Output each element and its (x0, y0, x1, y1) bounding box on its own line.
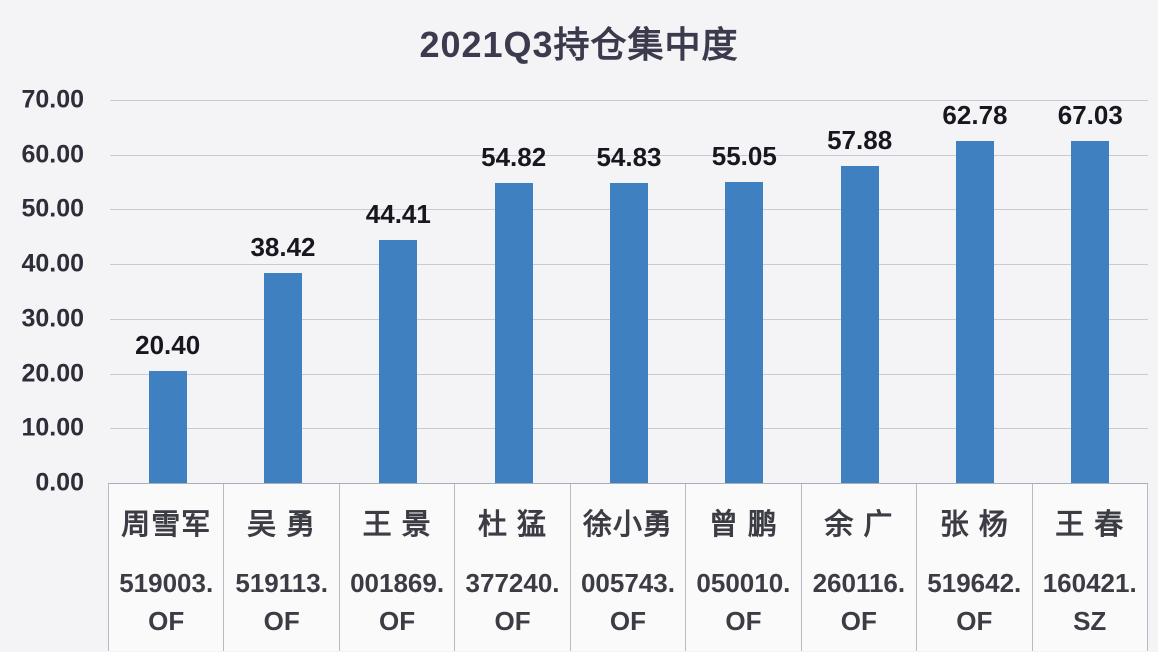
category-cell: 王 春 160421. SZ (1033, 484, 1148, 651)
bar-value-label: 54.83 (596, 142, 662, 172)
fund-code-suffix: OF (494, 606, 531, 636)
fund-code: 001869. (350, 567, 445, 598)
fund-code: 160421. (1042, 567, 1137, 598)
bar-value-label: 44.41 (365, 199, 431, 229)
fund-code-suffix: OF (379, 606, 416, 636)
category-cell: 张 杨 519642. OF (917, 484, 1033, 651)
category-name: 张 杨 (939, 509, 1009, 541)
fund-code: 519113. (235, 567, 328, 598)
fund-code-suffix: OF (263, 606, 300, 636)
bar (840, 166, 879, 483)
bar-column: 54.82 (456, 100, 571, 483)
bar (609, 183, 648, 483)
bar-value-label: 54.82 (481, 142, 547, 172)
bar-value-label: 55.05 (711, 141, 777, 171)
fund-code-suffix: SZ (1073, 606, 1107, 636)
category-cell: 王 景 001869. OF (340, 484, 456, 651)
y-axis-tick-label: 40.00 (21, 249, 84, 278)
gridline (110, 155, 1148, 156)
category-cell: 周雪军 519003. OF (109, 484, 225, 651)
category-name: 曾 鹏 (708, 509, 778, 541)
y-axis: 0.00 10.00 20.00 30.00 40.00 50.00 60.00 70.00 (0, 86, 84, 497)
y-axis-tick-label: 30.00 (21, 304, 84, 333)
fund-code: 519642. (927, 567, 1022, 598)
category-name: 吴 勇 (247, 509, 317, 541)
category-name: 余 广 (824, 509, 894, 541)
category-name: 徐小勇 (582, 509, 673, 541)
bar-column: 44.41 (341, 100, 456, 483)
y-axis-tick-label: 0.00 (35, 468, 84, 497)
gridline (110, 100, 1148, 101)
fund-code-suffix: OF (840, 606, 877, 636)
category-cell: 吴 勇 519113. OF (224, 484, 340, 651)
bar-column: 57.88 (802, 100, 917, 483)
bar-value-label: 62.78 (942, 100, 1008, 130)
bar (725, 182, 764, 483)
fund-code-suffix: OF (956, 606, 993, 636)
category-cell: 徐小勇 005743. OF (571, 484, 687, 651)
bar-series: 20.40 38.42 44.41 54.82 54.83 55.05 57.88 62.78… (110, 100, 1148, 483)
category-name: 周雪军 (121, 509, 212, 541)
bar-value-label: 38.42 (250, 232, 316, 262)
bar-value-label: 57.88 (827, 125, 893, 155)
y-axis-tick-label: 60.00 (21, 140, 84, 169)
bar-column: 67.03 (1033, 100, 1148, 483)
category-name: 王 春 (1055, 509, 1125, 541)
bar-column: 20.40 (110, 100, 225, 483)
fund-code: 005743. (580, 567, 675, 598)
fund-code-suffix: OF (725, 606, 762, 636)
fund-code-suffix: OF (148, 606, 185, 636)
bar (148, 371, 187, 483)
bar (955, 141, 994, 483)
y-axis-tick-label: 50.00 (21, 194, 84, 223)
category-name: 杜 猛 (478, 509, 548, 541)
bar-value-label: 67.03 (1057, 100, 1123, 130)
chart-title: 2021Q3持仓集中度 (419, 24, 739, 65)
category-cell: 余 广 260116. OF (802, 484, 918, 651)
bar-value-label: 20.40 (135, 330, 201, 360)
category-name: 王 景 (362, 509, 432, 541)
fund-code: 260116. (812, 567, 906, 598)
bar-column: 62.78 (917, 100, 1032, 483)
bar-column: 55.05 (687, 100, 802, 483)
y-axis-tick-label: 20.00 (21, 359, 84, 388)
fund-code-suffix: OF (609, 606, 647, 636)
fund-code: 377240. (465, 567, 560, 598)
fund-code: 519003. (119, 567, 214, 598)
bar (494, 183, 533, 483)
plot-area: 20.40 38.42 44.41 54.82 54.83 55.05 57.88 62.78… (110, 100, 1148, 484)
bar-column: 54.83 (571, 100, 686, 483)
bar-column: 38.42 (225, 100, 340, 483)
y-axis-tick-label: 70.00 (21, 85, 84, 114)
y-axis-tick-label: 10.00 (21, 413, 84, 442)
bar (379, 240, 418, 483)
bar (1071, 141, 1110, 483)
bar (263, 273, 302, 483)
fund-code: 050010. (696, 567, 791, 598)
category-cell: 杜 猛 377240. OF (455, 484, 571, 651)
x-axis-category-table: 周雪军 519003. OF 吴 勇 519113. OF 王 景 001869. OF 杜 猛 3… (108, 483, 1148, 651)
category-cell: 曾 鹏 050010. OF (686, 484, 802, 651)
